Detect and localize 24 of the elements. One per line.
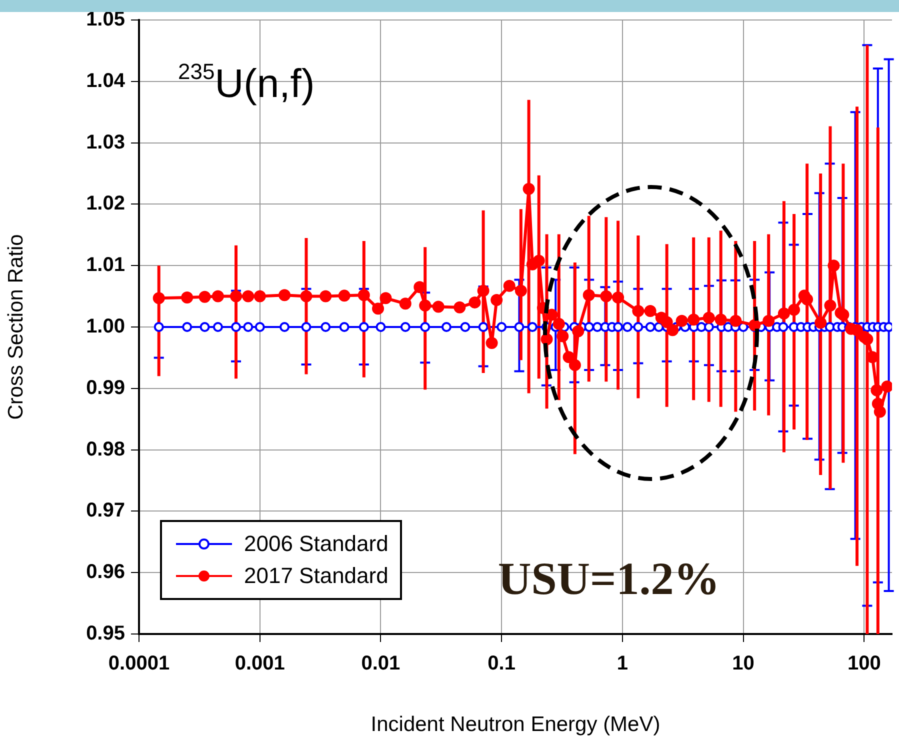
y-tick-label: 1.03 <box>86 131 125 154</box>
y-tick-label: 1.04 <box>86 70 126 92</box>
text: $^{235}$U(n,f) <box>178 58 315 107</box>
y-tick-label: 1.01 <box>86 254 125 276</box>
legend-label: 2017 Standard <box>244 563 388 589</box>
y-tick-label: 0.99 <box>86 376 125 399</box>
y-tick-label: 0.98 <box>86 438 125 460</box>
y-tick-label: 1.02 <box>86 192 125 215</box>
x-tick-label: 10 <box>732 652 754 675</box>
x-tick-label: 0.01 <box>361 652 400 675</box>
y-tick-label: 0.97 <box>86 500 125 522</box>
x-tick-label: 0.001 <box>234 652 285 675</box>
y-tick-label: 1.05 <box>86 8 125 31</box>
y-axis-title: Cross Section Ratio <box>4 234 28 420</box>
y-tick-label: 1.00 <box>86 316 125 338</box>
y-tick-label: 0.95 <box>86 622 125 645</box>
x-tick-label: 100 <box>847 652 881 675</box>
x-tick-label: 0.0001 <box>108 652 170 675</box>
annotation: USU=1.2% <box>498 552 720 605</box>
y-tick-label: 0.96 <box>86 561 125 584</box>
x-tick-label: 0.1 <box>488 652 516 675</box>
legend-label: 2006 Standard <box>244 531 388 557</box>
x-tick-label: 1 <box>616 652 628 675</box>
x-axis-title: Incident Neutron Energy (MeV) <box>370 713 660 736</box>
